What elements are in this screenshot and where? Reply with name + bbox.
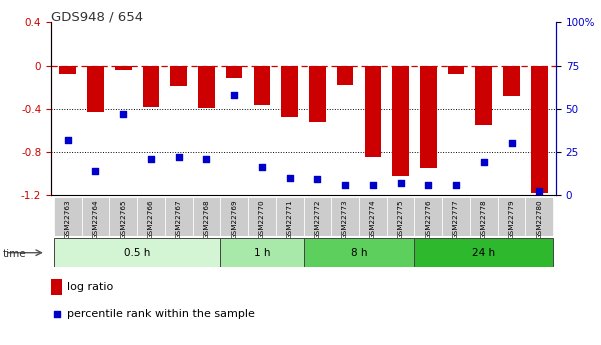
Text: 8 h: 8 h (351, 248, 367, 258)
Bar (304, 238, 415, 267)
Bar (54, 197, 82, 236)
Bar (198, 66, 215, 108)
Bar (470, 197, 498, 236)
Bar (87, 66, 104, 112)
Bar (109, 197, 137, 236)
Text: 0.5 h: 0.5 h (124, 248, 150, 258)
Bar (281, 66, 298, 117)
Point (230, 92, 239, 98)
Point (479, 159, 489, 165)
Point (201, 156, 211, 161)
Bar (82, 197, 109, 236)
Text: GSM22772: GSM22772 (314, 200, 320, 239)
Bar (331, 197, 359, 236)
Bar (115, 66, 132, 70)
Bar (420, 66, 437, 168)
Text: GSM22771: GSM22771 (287, 200, 293, 239)
Text: GSM22765: GSM22765 (120, 200, 126, 239)
Bar (59, 66, 76, 74)
Bar (309, 66, 326, 121)
Text: GSM22768: GSM22768 (203, 200, 209, 239)
Text: GSM22770: GSM22770 (259, 200, 265, 239)
Text: time: time (3, 249, 26, 258)
Text: 24 h: 24 h (472, 248, 495, 258)
Bar (226, 66, 242, 78)
Point (313, 177, 322, 182)
Text: GSM22764: GSM22764 (93, 200, 99, 239)
Bar (359, 197, 386, 236)
Bar (525, 197, 553, 236)
Bar (415, 197, 442, 236)
Text: GSM22776: GSM22776 (426, 200, 432, 239)
Text: GSM22779: GSM22779 (508, 200, 514, 239)
Bar (365, 66, 381, 157)
Bar (386, 197, 415, 236)
Point (63, 137, 73, 142)
Text: GSM22780: GSM22780 (536, 200, 542, 239)
Text: log ratio: log ratio (67, 282, 114, 292)
Text: GSM22766: GSM22766 (148, 200, 154, 239)
Bar (498, 197, 525, 236)
Point (257, 165, 267, 170)
Bar (192, 197, 221, 236)
Point (368, 182, 377, 187)
Text: GSM22778: GSM22778 (481, 200, 487, 239)
Point (396, 180, 406, 186)
Bar (304, 197, 331, 236)
Text: GSM22767: GSM22767 (175, 200, 182, 239)
Point (534, 189, 544, 194)
Point (146, 156, 156, 161)
Bar (221, 238, 304, 267)
Text: GSM22777: GSM22777 (453, 200, 459, 239)
Bar (137, 197, 165, 236)
Text: GSM22773: GSM22773 (342, 200, 348, 239)
Bar (248, 197, 276, 236)
Text: GDS948 / 654: GDS948 / 654 (51, 10, 143, 23)
Bar (276, 197, 304, 236)
Bar (442, 197, 470, 236)
Bar (503, 66, 520, 96)
Text: GSM22769: GSM22769 (231, 200, 237, 239)
Bar (51, 279, 62, 295)
Bar (254, 66, 270, 106)
Text: 1 h: 1 h (254, 248, 270, 258)
Bar (54, 238, 221, 267)
Bar (415, 238, 553, 267)
Point (118, 111, 128, 117)
Point (451, 182, 461, 187)
Bar (170, 66, 187, 86)
Point (52, 311, 61, 317)
Point (285, 175, 294, 180)
Bar (475, 66, 492, 125)
Text: GSM22763: GSM22763 (65, 200, 71, 239)
Bar (165, 197, 192, 236)
Bar (221, 197, 248, 236)
Point (340, 182, 350, 187)
Point (174, 154, 183, 160)
Point (91, 168, 100, 174)
Bar (392, 66, 409, 176)
Text: GSM22775: GSM22775 (398, 200, 404, 239)
Text: GSM22774: GSM22774 (370, 200, 376, 239)
Text: percentile rank within the sample: percentile rank within the sample (67, 309, 255, 319)
Bar (337, 66, 353, 85)
Bar (531, 66, 548, 193)
Point (424, 182, 433, 187)
Point (507, 140, 516, 146)
Bar (448, 66, 465, 74)
Bar (142, 66, 159, 107)
